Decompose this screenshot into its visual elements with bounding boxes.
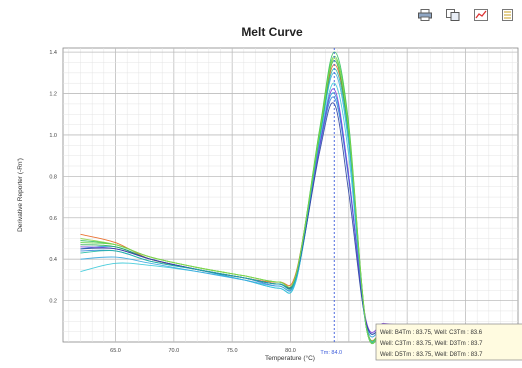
- y-tick-label: 0.2: [49, 299, 57, 305]
- chart-title: Melt Curve: [241, 25, 303, 39]
- y-tick-label: 0.6: [49, 216, 57, 222]
- y-tick-label: 1.2: [49, 92, 57, 98]
- tm-tooltip: Well: B4Tm : 83.75, Well: C3Tm : 83.6 We…: [375, 323, 522, 361]
- tooltip-line-3: Well: D5Tm : 83.75, Well: D8Tm : 83.7: [380, 352, 483, 358]
- grid-lines: [63, 48, 518, 342]
- y-tick-label: 1.0: [49, 133, 57, 139]
- table-icon[interactable]: [502, 8, 516, 21]
- x-axis-label: Temperature (°C): [265, 354, 315, 362]
- tm-marker-label: Tm: 84.0: [320, 350, 342, 356]
- tm-marker: Tm: 84.0: [320, 48, 342, 356]
- x-tick-label: 65.0: [110, 348, 121, 354]
- y-tick-label: 0.8: [49, 174, 57, 180]
- tooltip-line-2: Well: C3Tm : 83.75, Well: D3Tm : 83.7: [380, 341, 483, 347]
- copy-icon[interactable]: [446, 8, 460, 21]
- x-tick-labels: 65.0 70.0 75.0 80.0: [110, 348, 296, 354]
- tooltip-line-1: Well: B4Tm : 83.75, Well: C3Tm : 83.6: [380, 330, 483, 336]
- chart-icon[interactable]: [474, 8, 488, 21]
- x-tick-label: 70.0: [168, 348, 179, 354]
- y-axis-label: Derivative Reporter (-Rn'): [17, 158, 24, 232]
- y-tick-labels: 0.2 0.4 0.6 0.8 1.0 1.2 1.4: [49, 50, 57, 304]
- chart-toolbar: [418, 8, 516, 21]
- x-tick-label: 75.0: [227, 348, 238, 354]
- y-tick-label: 1.4: [49, 50, 57, 56]
- y-tick-label: 0.4: [49, 257, 57, 263]
- print-icon[interactable]: [418, 8, 432, 21]
- tooltip-box: [375, 323, 522, 361]
- x-tick-label: 80.0: [285, 348, 296, 354]
